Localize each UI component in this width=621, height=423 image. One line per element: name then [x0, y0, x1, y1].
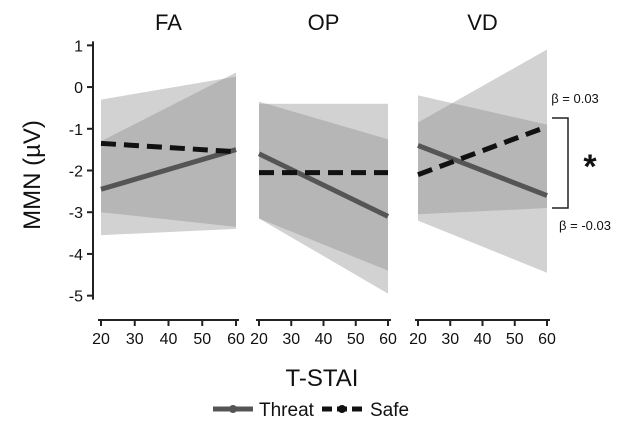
x-tick-label: 20 [409, 331, 427, 348]
y-tick-label: -3 [69, 205, 83, 222]
x-tick-label: 60 [379, 331, 397, 348]
ci-band-threat [259, 101, 388, 294]
x-axis-title: T-STAI [286, 365, 359, 392]
x-tick-label: 40 [474, 331, 492, 348]
line-threat-op [257, 151, 390, 219]
x-tick-label: 30 [282, 331, 300, 348]
panel-title-op: OP [308, 10, 340, 35]
legend: Threat Safe [213, 400, 409, 421]
ci-band-safe [101, 76, 236, 227]
axes-layer [87, 41, 550, 326]
ci-band-safe [418, 49, 547, 215]
text-layer: MMN (µV) T-STAI 1 0 -1 -2 -3 -4 -5 FA 20 30 40 50 60… [19, 10, 556, 392]
y-tick-label: -1 [69, 122, 83, 139]
panel-title-fa: FA [155, 10, 182, 35]
legend-safe-marker [338, 405, 346, 413]
beta-bottom-label: β = -0.03 [559, 218, 611, 233]
y-axis-title: MMN (µV) [19, 120, 46, 230]
x-tick-label: 60 [538, 331, 556, 348]
y-tick-label: -2 [69, 164, 83, 181]
y-tick-label: 1 [74, 38, 83, 55]
x-tick-label: 30 [441, 331, 459, 348]
significance-star: * [583, 148, 597, 186]
x-tick-label: 50 [506, 331, 524, 348]
ci-band-threat [101, 72, 236, 236]
y-tick-label: 0 [74, 80, 83, 97]
y-tick-label: -4 [69, 247, 83, 264]
regression-lines-layer [100, 124, 548, 219]
x-tick-label: 60 [227, 331, 245, 348]
significance-bracket [552, 117, 569, 209]
legend-threat-marker [229, 405, 237, 413]
beta-top-label: β = 0.03 [551, 91, 599, 106]
x-tick-label: 40 [160, 331, 178, 348]
line-threat-vd [417, 143, 548, 198]
line-threat-fa [100, 147, 237, 192]
y-tick-label: -5 [69, 289, 83, 306]
x-tick-label: 50 [193, 331, 211, 348]
significance-annotation: β = 0.03 β = -0.03 * [551, 91, 611, 233]
legend-threat-label: Threat [259, 400, 315, 418]
x-tick-label: 20 [92, 331, 110, 348]
panel-title-vd: VD [467, 10, 498, 35]
legend-safe-label: Safe [370, 400, 409, 418]
x-tick-label: 20 [250, 331, 268, 348]
x-tick-label: 40 [315, 331, 333, 348]
x-tick-label: 30 [126, 331, 144, 348]
x-tick-label: 50 [347, 331, 365, 348]
